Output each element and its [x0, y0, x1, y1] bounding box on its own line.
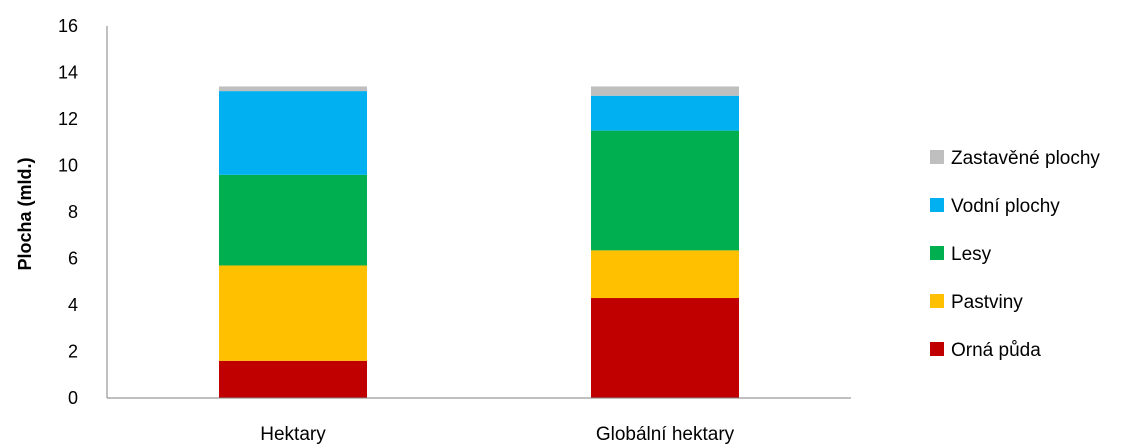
legend-swatch	[930, 342, 944, 356]
bar-segment-2-1	[591, 298, 739, 398]
x-category-label: Globální hektary	[596, 424, 735, 444]
legend-swatch	[930, 294, 944, 308]
y-tick-label: 8	[68, 202, 78, 222]
y-tick-label: 10	[58, 156, 78, 176]
legend-label: Pastviny	[951, 292, 1023, 313]
bar-segment-2-5	[591, 86, 739, 96]
y-tick-label: 14	[58, 63, 78, 83]
x-category-label: Hektary	[260, 424, 326, 444]
y-tick-label: 16	[58, 16, 78, 36]
y-tick-label: 0	[68, 388, 78, 408]
bar-segment-2-4	[591, 95, 739, 131]
legend-label: Lesy	[951, 244, 992, 265]
y-axis-ticks: 0 2 4 6 8 10 12 14 16	[58, 16, 78, 408]
y-tick-label: 4	[68, 295, 78, 315]
y-tick-label: 2	[68, 342, 78, 362]
y-tick-label: 12	[58, 109, 78, 129]
bars	[219, 86, 739, 398]
bar-segment-2-3	[591, 130, 739, 251]
axes	[106, 26, 851, 399]
legend-swatch	[930, 150, 944, 164]
legend-swatch	[930, 198, 944, 212]
legend: Zastavěné plochy Vodní plochy Lesy Pastviny…	[930, 148, 1100, 361]
legend-swatch	[930, 246, 944, 260]
bar-segment-1-4	[219, 91, 367, 175]
bar-segment-1-1	[219, 360, 367, 398]
legend-label: Zastavěné plochy	[951, 148, 1100, 169]
y-tick-label: 6	[68, 249, 78, 269]
y-axis-title: Plocha (mld.)	[15, 157, 35, 270]
bar-segment-2-2	[591, 250, 739, 299]
x-axis-labels: Hektary Globální hektary	[260, 424, 734, 444]
bar-segment-1-3	[219, 174, 367, 266]
legend-label: Vodní plochy	[951, 196, 1060, 217]
legend-label: Orná půda	[951, 340, 1041, 361]
bar-segment-1-5	[219, 86, 367, 92]
bar-segment-1-2	[219, 265, 367, 361]
